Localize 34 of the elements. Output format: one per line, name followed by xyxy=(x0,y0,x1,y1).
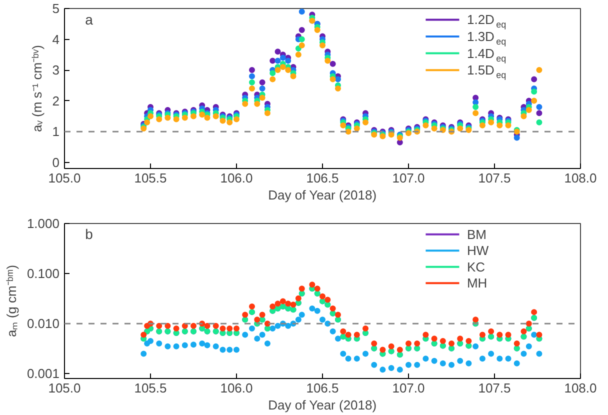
x-tick-label: 105.5 xyxy=(134,380,167,396)
y-tick-label: 1.000 xyxy=(26,216,60,231)
y-axis-title: aₘ (g cm⁻ᵇᵐ) xyxy=(4,264,19,338)
x-tick-label: 105.5 xyxy=(134,170,167,186)
legend-label: HW xyxy=(466,243,490,258)
x-tick-label: 106.5 xyxy=(306,170,339,186)
x-axis-title: Day of Year (2018) xyxy=(268,398,377,412)
x-tick-label: 106.5 xyxy=(306,380,339,396)
x-axis-title: Day of Year (2018) xyxy=(268,188,377,202)
y-tick-label: 2 xyxy=(52,93,60,108)
x-tick-label: 107.0 xyxy=(392,170,425,186)
y-tick-label: 0.001 xyxy=(26,366,60,382)
x-tick-label: 105.0 xyxy=(48,380,81,396)
y-tick-label: 3 xyxy=(52,62,60,78)
x-tick-label: 108.0 xyxy=(564,380,597,396)
annotation: b xyxy=(85,226,94,242)
x-tick-label: 106.0 xyxy=(220,170,253,186)
x-tick-label: 107.0 xyxy=(392,380,425,396)
x-tick-label: 106.0 xyxy=(220,380,253,396)
y-axis-title: aᵥ (m s⁻¹ cm⁻ᵇᵛ) xyxy=(29,45,44,132)
x-tick-label: 108.0 xyxy=(564,170,597,186)
x-tick-label: 105.0 xyxy=(48,170,81,186)
annotation: a xyxy=(85,12,94,28)
legend-label: KC xyxy=(466,259,486,274)
x-tick-label: 107.5 xyxy=(478,380,511,396)
y-tick-label: 5 xyxy=(52,1,60,16)
y-tick-label: 0 xyxy=(52,154,60,170)
y-tick-label: 4 xyxy=(52,32,60,47)
legend-label: BM xyxy=(466,226,486,242)
x-tick-label: 107.5 xyxy=(478,170,511,186)
y-tick-label: 1 xyxy=(52,124,60,140)
y-tick-label: 0.010 xyxy=(26,316,60,332)
legend-label: MH xyxy=(466,276,488,291)
y-tick-label: 0.100 xyxy=(26,266,60,282)
